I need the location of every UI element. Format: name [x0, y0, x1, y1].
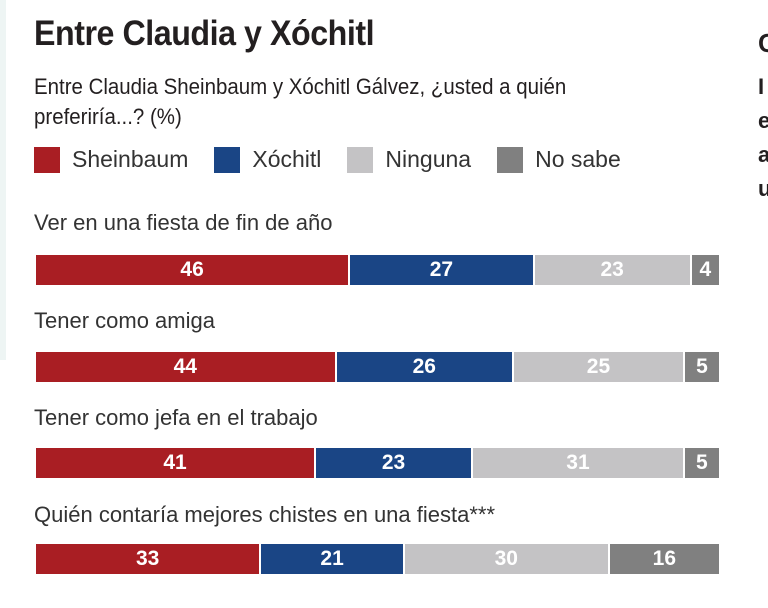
data-label: 5 [696, 355, 708, 378]
bar-segment-sheinbaum: 44 [36, 352, 337, 382]
cropped-text-fragment: I [758, 74, 765, 99]
data-label: 30 [494, 547, 518, 570]
legend-item: Sheinbaum [34, 146, 188, 173]
stacked-bar: 44 26 25 5 [36, 352, 719, 382]
data-label: 25 [586, 355, 611, 378]
left-edge-decoration [0, 0, 6, 360]
cropped-text-fragment: a [758, 142, 768, 167]
legend-swatch [214, 146, 241, 173]
data-label: 21 [320, 547, 344, 570]
data-label: 46 [180, 258, 204, 281]
bar-segment-x-chitl: 26 [336, 352, 515, 382]
bar-segment-no-sabe: 5 [684, 352, 719, 382]
bar-segment-no-sabe: 4 [691, 255, 719, 285]
data-label: 23 [381, 451, 406, 474]
data-label: 31 [566, 451, 590, 474]
data-label: 44 [173, 355, 197, 378]
stacked-bar: 33 21 30 16 [36, 544, 719, 574]
bar-segment-ninguna: 23 [534, 255, 692, 285]
legend-label: Ninguna [385, 146, 472, 172]
bar-segment-ninguna: 30 [404, 544, 610, 574]
bar-segment-sheinbaum: 46 [36, 255, 351, 285]
data-label: 16 [652, 547, 676, 570]
stacked-bar: 46 27 23 4 [36, 255, 719, 285]
category-label: Tener como amiga [34, 308, 215, 333]
legend-label: Sheinbaum [72, 146, 189, 172]
bar-segment-sheinbaum: 33 [36, 544, 262, 574]
cropped-text-fragment: u [758, 176, 768, 201]
data-label: 27 [429, 258, 454, 281]
data-label: 5 [696, 451, 708, 474]
stacked-bar: 41 23 31 5 [36, 448, 719, 478]
category-label: Ver en una fiesta de fin de año [34, 210, 333, 235]
legend-label: No sabe [535, 146, 621, 172]
legend-swatch [34, 146, 60, 173]
cropped-text-fragment: C [758, 28, 768, 58]
data-label: 33 [136, 547, 160, 570]
legend-label: Xóchitl [252, 146, 322, 172]
category-label: Tener como jefa en el trabajo [34, 405, 318, 430]
bar-segment-ninguna: 31 [473, 448, 685, 478]
chart-title: Entre Claudia y Xóchitl [34, 14, 375, 53]
legend-item: Ninguna [347, 146, 471, 173]
bar-segment-x-chitl: 23 [316, 448, 474, 478]
data-label: 23 [600, 258, 624, 281]
legend-swatch [347, 146, 374, 173]
legend: Sheinbaum Xóchitl Ninguna No sabe [34, 146, 647, 173]
bar-segment-no-sabe: 16 [609, 544, 719, 574]
data-label: 26 [412, 355, 436, 378]
legend-swatch [497, 146, 524, 173]
bar-segment-no-sabe: 5 [684, 448, 719, 478]
data-label: 41 [163, 451, 187, 474]
bar-segment-x-chitl: 21 [261, 544, 405, 574]
bar-segment-x-chitl: 27 [350, 255, 535, 285]
bar-segment-ninguna: 25 [514, 352, 685, 382]
bar-segment-sheinbaum: 41 [36, 448, 317, 478]
data-label: 4 [699, 258, 712, 281]
legend-item: No sabe [497, 146, 621, 173]
legend-item: Xóchitl [214, 146, 321, 173]
chart-subtitle: Entre Claudia Sheinbaum y Xóchitl Gálvez… [34, 74, 567, 129]
category-label: Quién contaría mejores chistes en una fi… [34, 502, 496, 527]
cropped-text-fragment: e [758, 108, 768, 133]
